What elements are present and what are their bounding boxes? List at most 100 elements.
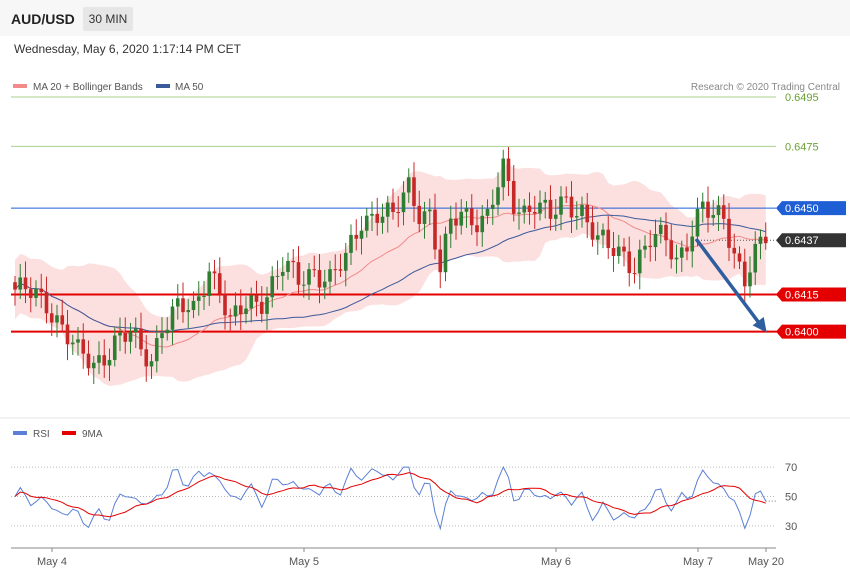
level-label: 0.6415	[785, 290, 819, 302]
candle	[753, 231, 758, 286]
candle	[454, 202, 458, 240]
candle	[748, 256, 752, 298]
candle	[632, 257, 637, 284]
candle	[559, 186, 563, 231]
candle	[328, 260, 332, 294]
x-tick-label: May 20	[748, 556, 784, 568]
candle	[265, 286, 269, 330]
candle	[590, 206, 595, 247]
candle	[375, 197, 380, 236]
rsi-ma-legend-swatch	[62, 431, 76, 435]
candle	[149, 353, 154, 379]
candle	[674, 244, 679, 274]
level-label: 0.6400	[785, 327, 819, 339]
candle	[417, 190, 422, 233]
candle	[538, 190, 542, 221]
rsi-legend: RSI 9MA	[13, 429, 103, 440]
candle	[254, 280, 259, 317]
candle	[102, 339, 107, 378]
forecast-arrow-head	[752, 316, 767, 333]
candle	[364, 207, 369, 238]
candle	[690, 220, 695, 268]
candle	[55, 304, 59, 338]
candle	[91, 356, 96, 385]
candle	[758, 229, 763, 260]
ma50-legend-label: MA 50	[175, 82, 204, 93]
candle	[648, 230, 653, 262]
candle	[275, 260, 280, 290]
ma20-legend-label: MA 20 + Bollinger Bands	[33, 82, 143, 93]
candle	[401, 181, 406, 226]
candle	[343, 243, 348, 287]
candle	[212, 259, 217, 290]
candle	[737, 246, 742, 269]
candle	[643, 235, 647, 259]
candle	[44, 276, 49, 324]
x-tick-label: May 7	[683, 556, 713, 568]
candle	[669, 224, 674, 269]
candle	[34, 280, 38, 307]
candle	[18, 263, 23, 299]
candle	[70, 334, 75, 355]
level-label: 0.6475	[785, 141, 819, 153]
candle	[385, 195, 390, 233]
candle	[658, 217, 663, 244]
candle	[695, 197, 700, 247]
candle	[223, 280, 227, 330]
chart-datetime: Wednesday, May 6, 2020 1:17:14 PM CET	[14, 42, 242, 56]
credit-text: Research © 2020 Trading Central	[691, 82, 840, 93]
rsi-legend-swatch	[13, 431, 27, 435]
candle	[307, 262, 311, 300]
timeframe-button[interactable]: 30 MIN	[83, 7, 133, 31]
x-axis-ticks: May 4 May 5 May 6 May 7 May 20	[37, 548, 784, 568]
candle	[664, 212, 668, 257]
candle	[511, 165, 516, 222]
candle	[585, 192, 590, 239]
candle	[427, 198, 432, 226]
candle	[97, 341, 101, 375]
candle	[160, 317, 164, 354]
candle	[202, 280, 206, 311]
candle	[249, 287, 254, 323]
candle	[338, 253, 343, 277]
candle	[238, 289, 243, 331]
candle	[543, 191, 548, 219]
candle	[280, 257, 285, 291]
level-label: 0.6495	[785, 92, 819, 104]
forecast-arrow	[695, 238, 760, 324]
candle	[595, 221, 600, 255]
candle	[86, 340, 91, 376]
candle	[532, 195, 537, 229]
candle	[207, 262, 212, 306]
candle	[469, 194, 474, 235]
candle	[685, 233, 689, 261]
level-tag-support	[776, 324, 846, 339]
candle	[186, 299, 191, 329]
candle	[65, 309, 70, 361]
candle	[496, 172, 500, 216]
candle	[354, 219, 359, 251]
candle	[606, 216, 611, 259]
candle	[139, 312, 143, 356]
candle	[406, 168, 411, 203]
candle	[349, 224, 353, 266]
candle	[76, 326, 80, 356]
candle	[259, 286, 264, 323]
candle	[527, 192, 532, 225]
candle	[81, 323, 86, 369]
candle	[553, 199, 558, 231]
candle	[233, 292, 238, 326]
candle	[574, 201, 579, 230]
candle	[448, 205, 453, 248]
candle	[564, 186, 569, 203]
candle	[154, 325, 159, 373]
rsi-tick-label: 70	[785, 462, 797, 474]
candle	[128, 322, 133, 354]
candle	[616, 234, 621, 264]
candle	[433, 193, 437, 260]
price-legend: MA 20 + Bollinger Bands MA 50	[13, 82, 204, 93]
candle	[301, 271, 306, 298]
candle	[270, 266, 275, 308]
candle	[459, 199, 464, 235]
candle	[501, 149, 506, 201]
